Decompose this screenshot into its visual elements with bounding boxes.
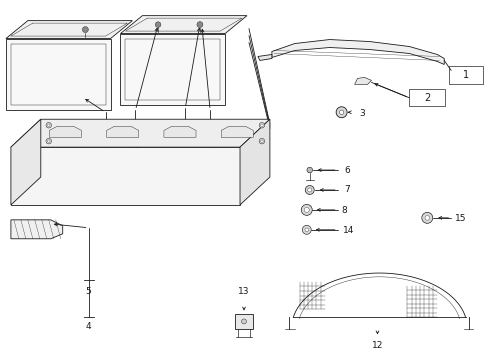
Text: 7: 7 — [344, 185, 349, 194]
Circle shape — [306, 167, 312, 173]
Polygon shape — [11, 119, 41, 205]
Circle shape — [301, 204, 312, 215]
Text: 4: 4 — [85, 322, 91, 331]
Text: 12: 12 — [371, 341, 383, 350]
Text: 2: 2 — [423, 93, 429, 103]
Polygon shape — [6, 39, 110, 110]
Polygon shape — [6, 21, 132, 39]
Bar — [408, 89, 444, 106]
Circle shape — [335, 107, 346, 118]
Circle shape — [307, 188, 311, 192]
Circle shape — [241, 319, 246, 324]
Text: 15: 15 — [454, 214, 466, 223]
Circle shape — [82, 27, 88, 32]
Circle shape — [305, 228, 308, 231]
Text: 8: 8 — [341, 206, 346, 215]
Bar — [448, 67, 482, 84]
Text: 13: 13 — [238, 287, 249, 296]
Bar — [125, 39, 220, 100]
Text: 9: 9 — [207, 147, 213, 156]
Polygon shape — [258, 54, 271, 60]
Bar — [11, 44, 105, 105]
Circle shape — [259, 122, 264, 128]
Text: 5: 5 — [85, 287, 91, 296]
Polygon shape — [49, 126, 81, 138]
Polygon shape — [11, 220, 62, 239]
Polygon shape — [11, 119, 269, 147]
Circle shape — [421, 212, 432, 223]
Polygon shape — [163, 126, 196, 138]
Circle shape — [47, 124, 50, 126]
Polygon shape — [120, 33, 224, 105]
Polygon shape — [120, 15, 246, 33]
Circle shape — [339, 110, 343, 114]
Circle shape — [197, 22, 203, 28]
Text: 11: 11 — [179, 143, 191, 152]
Polygon shape — [240, 119, 269, 205]
Polygon shape — [106, 126, 139, 138]
Polygon shape — [235, 315, 252, 329]
Text: 11: 11 — [129, 141, 141, 150]
Circle shape — [259, 138, 264, 144]
Text: 3: 3 — [359, 109, 365, 118]
Polygon shape — [354, 77, 371, 84]
Circle shape — [47, 140, 50, 142]
Polygon shape — [11, 147, 240, 205]
Circle shape — [260, 140, 263, 142]
Polygon shape — [271, 40, 443, 64]
Circle shape — [305, 185, 314, 194]
Circle shape — [304, 207, 308, 212]
Circle shape — [302, 225, 310, 234]
Text: 6: 6 — [344, 166, 349, 175]
Circle shape — [155, 22, 161, 27]
Text: 10: 10 — [100, 141, 111, 150]
Circle shape — [46, 122, 51, 128]
Circle shape — [424, 216, 428, 220]
Text: 14: 14 — [342, 226, 353, 235]
Text: 1: 1 — [462, 71, 468, 80]
Polygon shape — [221, 126, 253, 138]
Circle shape — [260, 124, 263, 126]
Circle shape — [46, 138, 51, 144]
